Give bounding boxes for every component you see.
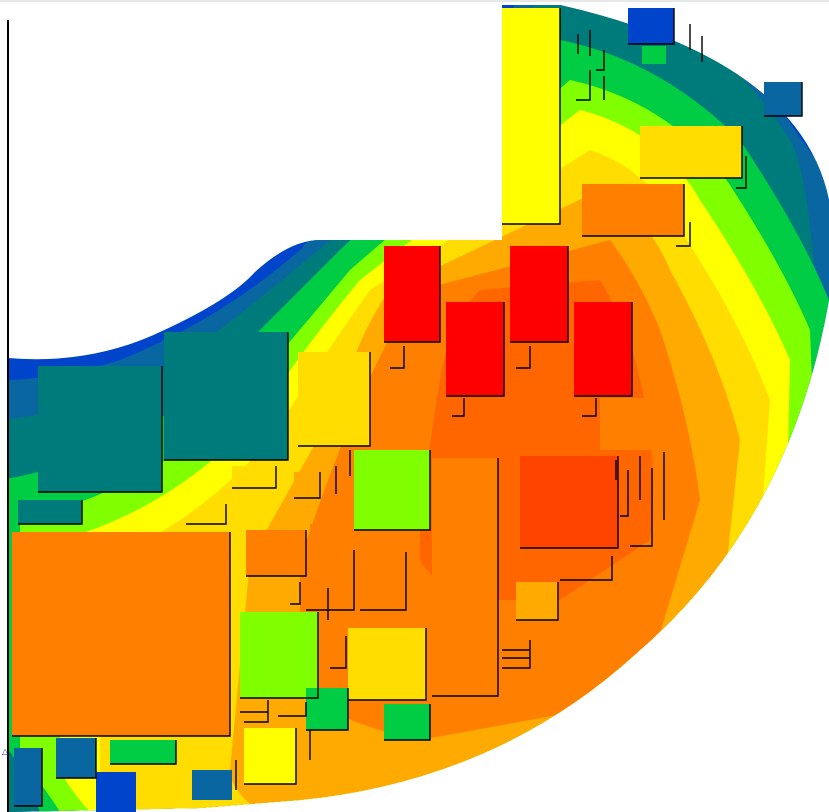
block <box>502 8 560 224</box>
block <box>432 458 498 696</box>
block <box>600 398 656 450</box>
block <box>56 738 96 778</box>
block <box>642 46 666 64</box>
block <box>520 456 618 548</box>
block <box>574 302 632 396</box>
block <box>12 532 230 736</box>
block <box>96 772 136 812</box>
block <box>294 472 320 498</box>
block <box>354 450 430 530</box>
block <box>446 302 504 396</box>
block <box>360 552 406 610</box>
block <box>306 550 354 610</box>
block <box>640 126 742 178</box>
block <box>14 748 42 806</box>
block <box>348 628 426 700</box>
block <box>628 8 674 44</box>
block <box>164 332 288 460</box>
block <box>244 728 296 784</box>
block <box>110 740 176 764</box>
block <box>384 704 430 740</box>
block <box>516 582 558 620</box>
block <box>18 500 82 524</box>
block <box>582 184 684 236</box>
block <box>764 82 802 116</box>
origin-marker: △ <box>2 748 8 756</box>
block <box>192 770 232 800</box>
block <box>306 688 348 730</box>
block <box>310 524 352 548</box>
block <box>356 532 404 550</box>
block <box>38 366 162 492</box>
block <box>298 352 370 446</box>
block <box>240 612 318 698</box>
block <box>384 246 440 342</box>
block <box>232 466 276 488</box>
block <box>510 246 568 342</box>
block <box>246 530 306 576</box>
